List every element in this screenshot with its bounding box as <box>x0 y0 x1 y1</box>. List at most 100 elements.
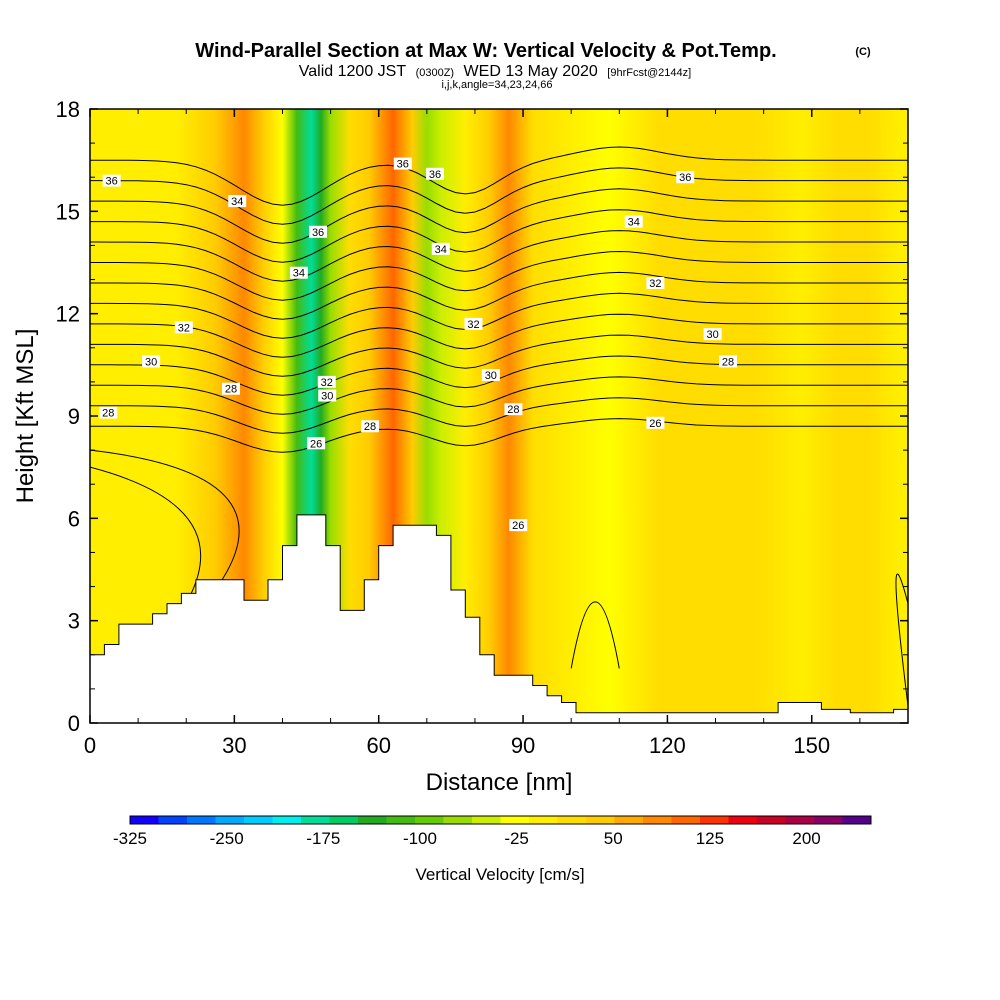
svg-text:28: 28 <box>225 384 237 396</box>
isentrope-label: 28 <box>361 420 380 433</box>
isentrope-label: 30 <box>142 355 161 368</box>
colorbar-tick-label: 125 <box>696 829 724 848</box>
x-tick-label: 120 <box>649 733 686 758</box>
x-tick: 60 <box>366 109 391 758</box>
colorbar-swatch <box>586 816 615 824</box>
colorbar-tick-label: -250 <box>210 829 244 848</box>
y-tick-label: 0 <box>68 711 80 736</box>
colorbar-swatch <box>329 816 359 824</box>
subtitle-valid: Valid 1200 JST <box>299 63 407 80</box>
colorbar-swatch <box>130 816 159 824</box>
chart-subtitle-indices: i,j,k,angle=34,23,24,66 <box>441 79 552 91</box>
isentrope-label: 30 <box>481 369 500 382</box>
x-tick-label: 150 <box>793 733 830 758</box>
colorbar-swatch <box>785 816 815 824</box>
svg-text:30: 30 <box>145 356 157 368</box>
isentrope-label: 36 <box>393 157 412 171</box>
svg-text:26: 26 <box>310 438 322 450</box>
isentrope-line <box>90 397 908 434</box>
colorbar-frame <box>129 815 872 825</box>
colorbar-tick-label: -100 <box>403 829 437 848</box>
colorbar-swatch <box>158 816 188 824</box>
chart-title-mark: (C) <box>855 46 871 58</box>
isentrope-line <box>90 188 908 244</box>
subtitle-forecast: [9hrFcst@2144z] <box>607 67 691 79</box>
isentrope-line <box>90 418 908 453</box>
isentrope-label: 26 <box>509 519 528 532</box>
isentrope-label: 30 <box>703 328 722 341</box>
colorbar-swatch <box>215 816 245 824</box>
svg-text:26: 26 <box>512 520 524 532</box>
colorbar-swatch <box>500 816 530 824</box>
colorbar-swatch <box>358 816 387 824</box>
y-tick: 12 <box>56 302 908 327</box>
isentrope-line <box>90 271 908 320</box>
x-tick-label: 60 <box>366 733 390 758</box>
x-tick-label: 30 <box>222 733 246 758</box>
colorbar-swatch <box>671 816 701 824</box>
colorbar-swatch <box>757 816 786 824</box>
isentrope-line <box>90 167 908 225</box>
y-tick-label: 9 <box>68 404 80 429</box>
chart-title: Wind-Parallel Section at Max W: Vertical… <box>195 40 776 62</box>
y-tick-label: 15 <box>56 199 80 224</box>
svg-text:26: 26 <box>649 418 661 430</box>
x-tick: 30 <box>222 109 247 758</box>
isentrope-label: 26 <box>307 437 326 450</box>
isentrope-label: 32 <box>174 321 193 334</box>
chart-subtitle: Valid 1200 JST (0300Z) WED 13 May 2020 [… <box>299 63 691 80</box>
colorbar-tick-label: -175 <box>306 829 340 848</box>
x-tick: 120 <box>649 109 686 758</box>
isentrope-label: 30 <box>318 389 337 403</box>
isentrope-line <box>90 334 908 377</box>
svg-text:34: 34 <box>231 196 243 208</box>
y-tick-label: 6 <box>68 506 80 531</box>
colorbar-swatch <box>272 816 302 824</box>
y-axis-label: Height [Kft MSL] <box>12 329 39 504</box>
y-tick: 6 <box>68 506 908 531</box>
isentrope-label: 26 <box>646 416 665 430</box>
svg-text:32: 32 <box>649 278 661 290</box>
svg-text:32: 32 <box>178 322 190 334</box>
isentrope-label: 36 <box>309 225 328 239</box>
colorbar-swatch <box>386 816 416 824</box>
isentrope-labels: 36 34 32 30 28 28 36 36 36 34 34 32 32 30 30 28 28 26 26 36… <box>99 157 738 532</box>
isentrope-line <box>90 250 908 301</box>
isentrope-label: 36 <box>676 171 695 184</box>
colorbar-tick-label: 50 <box>604 829 623 848</box>
isentrope-line <box>90 146 908 206</box>
colorbar-swatch <box>187 816 216 824</box>
x-tick: 90 <box>511 109 535 758</box>
svg-text:36: 36 <box>429 169 441 181</box>
x-tick-label: 0 <box>84 733 96 758</box>
svg-text:36: 36 <box>106 176 118 188</box>
y-tick: 3 <box>68 609 908 634</box>
svg-text:36: 36 <box>397 159 409 171</box>
svg-text:28: 28 <box>722 356 734 368</box>
colorbar-swatch <box>443 816 473 824</box>
isentrope-line <box>90 376 908 415</box>
svg-text:32: 32 <box>321 377 333 389</box>
y-tick: 9 <box>68 404 908 429</box>
svg-text:34: 34 <box>293 268 305 280</box>
colorbar-swatch <box>415 816 444 824</box>
isentrope-label: 28 <box>504 403 523 416</box>
colorbar-swatch <box>842 816 872 824</box>
x-tick-label: 90 <box>511 733 535 758</box>
isentrope-line <box>895 573 908 707</box>
isentrope-line <box>570 601 620 669</box>
svg-text:32: 32 <box>467 319 479 331</box>
subtitle-date: WED 13 May 2020 <box>464 63 598 80</box>
svg-text:28: 28 <box>364 421 376 433</box>
isentrope-label: 32 <box>464 317 483 331</box>
svg-text:34: 34 <box>628 217 640 229</box>
isentrope-label: 34 <box>228 195 247 208</box>
isentrope-label: 28 <box>221 382 240 396</box>
y-tick-label: 18 <box>56 97 80 122</box>
svg-text:34: 34 <box>435 244 447 256</box>
colorbar-swatch <box>728 816 758 824</box>
colorbar-tick-label: 200 <box>792 829 820 848</box>
svg-text:30: 30 <box>485 370 497 382</box>
